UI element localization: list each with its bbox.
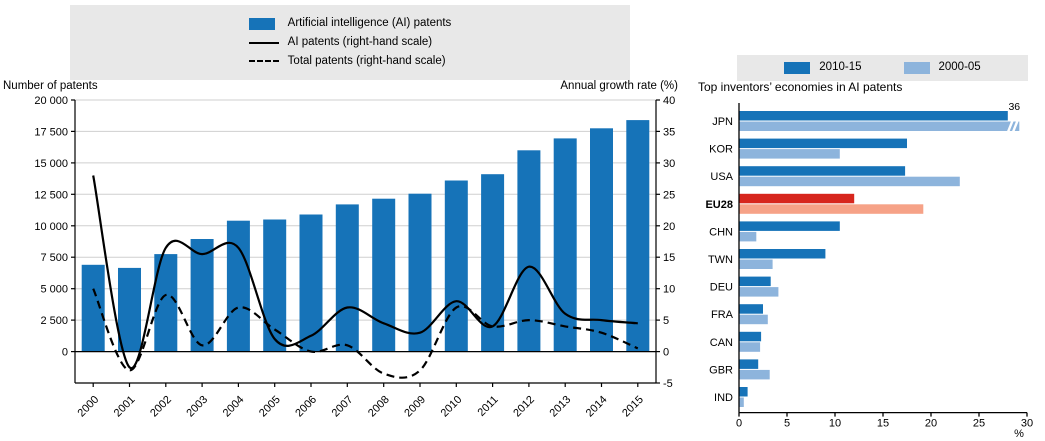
legend-label-2000-05: 2000-05 [938,61,981,74]
bar-swatch [248,18,275,30]
axes [738,103,1028,417]
economy-label: CAN [710,337,733,349]
swatch-2000-05 [903,62,930,74]
left-chart-legend: Artificial intelligence (AI) patents AI … [70,5,630,80]
svg-text:0: 0 [663,347,669,359]
axes [71,99,660,387]
svg-text:5: 5 [663,315,669,327]
svg-text:2008: 2008 [366,394,392,420]
svg-text:40: 40 [663,95,675,107]
svg-text:12 500: 12 500 [34,189,68,201]
svg-text:2013: 2013 [548,394,574,420]
svg-text:15: 15 [877,418,889,430]
ai-patent-bars [81,120,650,352]
svg-text:10 000: 10 000 [34,221,68,233]
legend-item-2010-15: 2010-15 [784,61,862,74]
solid-line-swatch-wrap [248,41,279,44]
svg-text:7 500: 7 500 [40,252,68,264]
svg-text:5 000: 5 000 [40,284,68,296]
svg-text:2015: 2015 [620,394,646,420]
right-axis-title: Annual growth rate (%) [560,80,678,92]
svg-text:2000: 2000 [76,394,102,420]
economy-label: FRA [711,309,734,321]
svg-text:-5: -5 [663,378,673,390]
economy-label: IND [714,392,733,404]
legend-item-2000-05: 2000-05 [903,61,981,74]
svg-text:20 000: 20 000 [34,95,68,107]
svg-text:10: 10 [663,284,675,296]
svg-text:35: 35 [663,126,675,138]
solid-line-swatch [248,41,279,44]
panel-top-economies: 2010-15 2000-05 Top inventors’ economies… [695,0,1045,441]
right-chart-title: Top inventors’ economies in AI patents [698,80,903,94]
legend-item-ai-growth-line: AI patents (right-hand scale) [248,36,452,49]
svg-text:20: 20 [663,221,675,233]
top-economies-chart: 36 JPN KOR USA EU28 CHN TWN DEU FRA CAN GBR IND 0 5 10… [705,101,1033,440]
economy-label: EU28 [705,199,733,211]
svg-text:15: 15 [663,252,675,264]
economy-label: DEU [710,282,733,294]
svg-text:2005: 2005 [257,394,283,420]
svg-text:15 000: 15 000 [34,158,68,170]
dashed-line-swatch [248,60,279,63]
svg-text:5: 5 [784,418,790,430]
swatch-2010-15 [784,62,811,74]
svg-text:2011: 2011 [476,394,501,419]
svg-text:10: 10 [829,418,841,430]
svg-text:2003: 2003 [184,394,210,420]
svg-text:0: 0 [62,347,68,359]
svg-text:2004: 2004 [221,394,247,420]
svg-text:2002: 2002 [148,394,174,420]
economy-label: CHN [709,226,733,238]
economy-label: TWN [708,254,733,266]
ai-patents-growth-line [92,175,638,370]
svg-text:25: 25 [973,418,985,430]
legend-label-total-growth: Total patents (right-hand scale) [287,54,446,67]
axis-break-value: 36 [1008,101,1020,113]
economy-bars [739,111,1020,407]
economy-label: GBR [709,364,733,376]
legend-label-ai-patents: Artificial intelligence (AI) patents [287,17,452,30]
svg-text:2014: 2014 [584,394,610,420]
x-axis-unit: % [1014,428,1024,440]
left-axis-title: Number of patents [3,80,98,92]
svg-text:2 500: 2 500 [40,315,68,327]
dashed-line-swatch-wrap [248,60,279,63]
legend-item-ai-patents: Artificial intelligence (AI) patents [248,17,452,30]
economy-label: USA [710,171,733,183]
svg-text:30: 30 [663,158,675,170]
svg-text:20: 20 [925,418,937,430]
economy-label: KOR [709,144,733,156]
legend-label-ai-growth: AI patents (right-hand scale) [287,36,433,48]
svg-text:2006: 2006 [293,394,319,420]
panel-patents-over-time: Artificial intelligence (AI) patents AI … [3,5,678,420]
svg-text:25: 25 [663,189,675,201]
economy-label: JPN [712,116,733,128]
total-patents-growth-line [92,288,639,379]
svg-text:2012: 2012 [511,394,537,420]
legend-item-total-growth-line: Total patents (right-hand scale) [248,54,452,68]
right-chart-legend: 2010-15 2000-05 [737,55,1028,81]
svg-text:2001: 2001 [112,394,138,420]
svg-text:0: 0 [736,418,742,430]
bar-swatch-wrap [248,18,279,30]
svg-text:2007: 2007 [330,394,356,420]
left-chart-legend-items: Artificial intelligence (AI) patents AI … [248,17,452,68]
svg-text:17 500: 17 500 [34,126,68,138]
patents-time-series-chart: 0 2 500 5 000 7 500 10 000 12 500 15 000 17 500… [34,95,675,420]
svg-text:2009: 2009 [402,394,428,420]
legend-label-2010-15: 2010-15 [819,61,862,74]
svg-text:2010: 2010 [439,394,465,420]
svg-text:30: 30 [1021,418,1033,430]
